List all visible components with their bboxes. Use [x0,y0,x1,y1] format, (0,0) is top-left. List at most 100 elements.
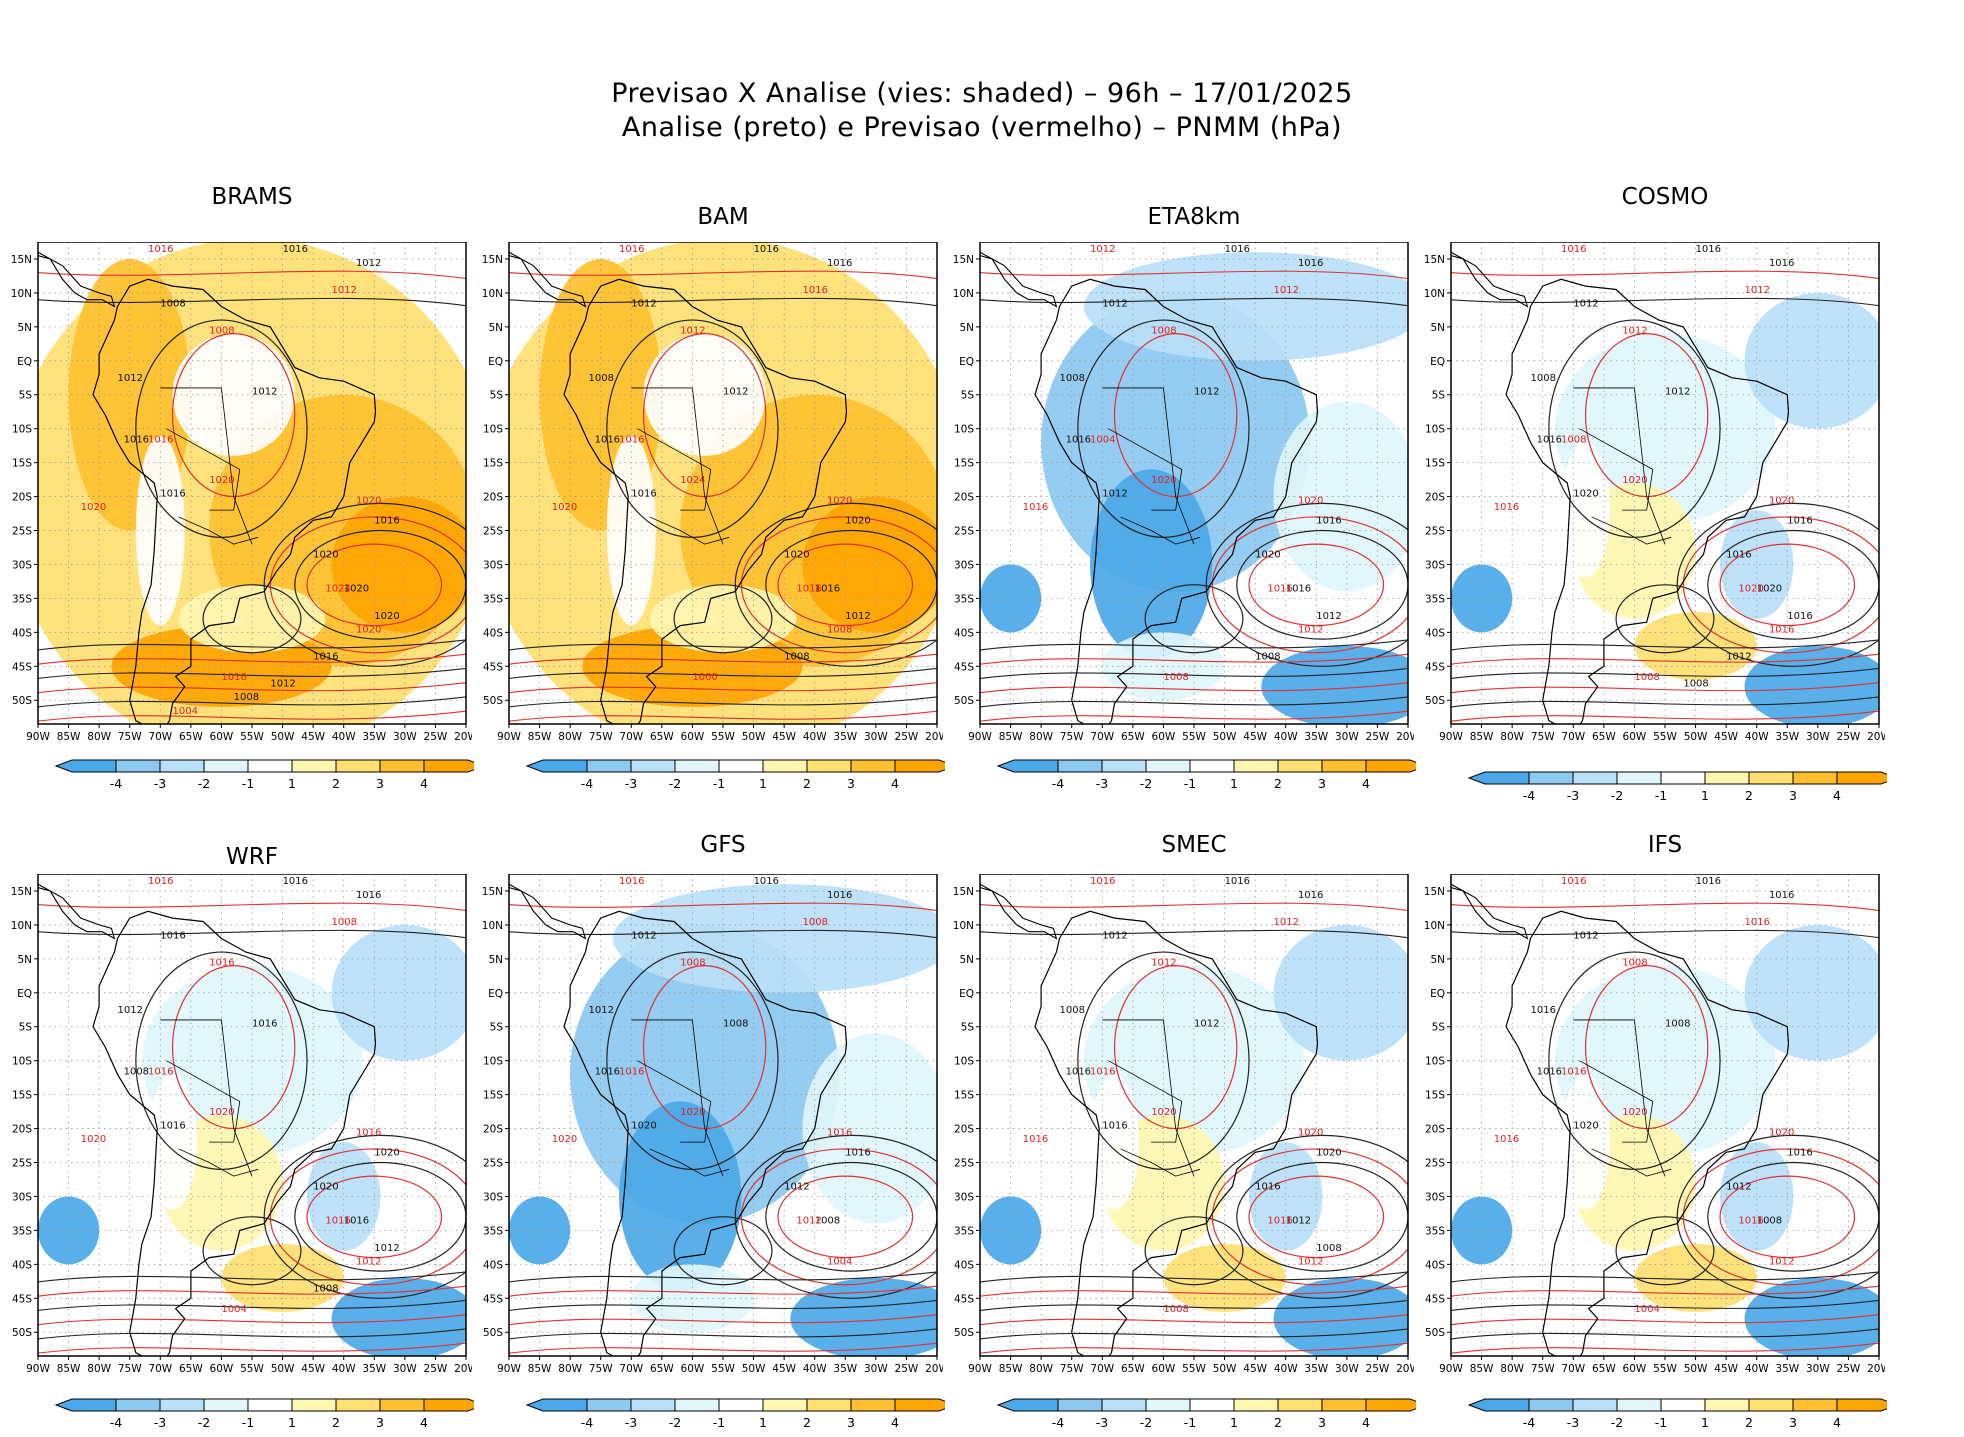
isobar-zonal [1451,1271,1879,1283]
isobar-zonal [38,639,466,651]
isobar-label-analysis: 1016 [160,930,185,941]
lon-label: 75W [118,731,142,743]
colorbar-segment [1572,1398,1618,1412]
country-border [1591,516,1672,545]
lat-label: 15S [12,458,32,470]
lon-label: 70W [1561,731,1585,743]
isobar-label-forecast: 1016 [1023,502,1048,513]
isobar-label-analysis: 1020 [374,611,399,622]
isobar-analysis [1615,1216,1715,1286]
colorbar-arrow-high [1836,1398,1887,1412]
country-border [1102,387,1195,545]
lon-label: 60W [681,731,705,743]
lon-label: 20W [454,1363,472,1375]
lat-label: 30S [954,1191,974,1203]
lon-label: 25W [1837,1363,1861,1375]
lat-label: 30S [12,559,32,571]
isobar-label-forecast: 1012 [1744,285,1769,296]
isobar-label-forecast: 1012 [1151,958,1176,969]
isobar-analysis [1144,584,1244,654]
isobar-zonal [980,667,1408,679]
lon-label: 20W [454,731,472,743]
isobar-zonal [1451,667,1879,679]
isobar-zonal [38,1342,466,1354]
bias-shading [1561,1074,1610,1211]
isobar-label-analysis: 1008 [1683,679,1708,690]
lon-label: 50W [1684,1363,1708,1375]
lon-label: 35W [833,731,857,743]
isobar-zonal [980,653,1408,665]
isobar-zonal [980,1342,1408,1354]
lon-label: 45W [1243,1363,1267,1375]
isobar-zonal [509,1342,937,1354]
lat-label: 20S [954,492,974,504]
isobar-label-forecast: 1016 [1090,876,1115,887]
isobar-label-forecast: 1016 [1561,1066,1586,1077]
isobar-label-forecast: 1020 [209,475,234,486]
isobar-label-analysis: 1016 [1225,244,1250,255]
colorbar-label: 2 [1274,1415,1282,1430]
country-border [178,1148,259,1177]
isobar-label-analysis: 1012 [1665,387,1690,398]
isobar-north [509,902,937,912]
isobar-zonal [1451,653,1879,665]
colorbar-segment [1321,759,1367,773]
lat-label: 35S [1425,593,1445,605]
isobar-label-analysis: 1020 [313,1182,338,1193]
isobar-label-analysis: 1016 [1316,516,1341,527]
colorbar-label: 3 [1318,776,1326,791]
isobar-label-analysis: 1016 [631,489,656,500]
isobar-label-forecast: 1024 [680,475,705,486]
lon-label: 60W [1623,731,1647,743]
colorbar-label: -4 [1052,1415,1065,1430]
colorbar-label: 3 [847,1415,855,1430]
isobar-label-analysis: 1012 [1316,611,1341,622]
isobar-label-forecast: 1016 [1738,1216,1763,1227]
isobar-zonal [509,667,937,679]
isobar-zonal [980,710,1408,722]
isobar-zonal [38,667,466,679]
colorbar-label: -1 [242,1415,254,1430]
isobar-label-analysis: 1012 [845,611,870,622]
isobar-label-forecast: 1016 [802,285,827,296]
isobar-label-forecast: 1016 [1561,244,1586,255]
isobar-label-analysis: 1008 [1530,373,1555,384]
lon-label: 25W [895,1363,919,1375]
bias-shading [172,333,295,456]
colorbar-segment [1528,1398,1574,1412]
isobar-label-analysis: 1008 [234,692,259,703]
isobar-label-forecast: 1020 [1738,584,1763,595]
colorbar-arrow-low [996,759,1059,773]
lon-label: 50W [271,1363,295,1375]
lon-label: 25W [1366,1363,1390,1375]
lon-label: 85W [528,1363,552,1375]
bias-shading [307,1142,381,1251]
isobar-label-forecast: 1016 [1561,876,1586,887]
isobar-zonal [38,682,466,694]
lon-label: 90W [968,731,992,743]
isobar-label-forecast: 1012 [331,285,356,296]
isobar-forecast [1719,543,1856,627]
lon-label: 35W [1304,1363,1328,1375]
lon-label: 20W [1867,1363,1885,1375]
colorbar-segment [1101,759,1147,773]
coastline-south-america [92,278,377,724]
lon-label: 30W [1335,731,1359,743]
lat-label: 15N [482,886,503,898]
isobar-north [1451,929,1879,939]
isobar-zonal [509,639,937,651]
lat-label: EQ [1430,988,1445,1000]
isobar-zonal [509,653,937,665]
isobar-zonal [1451,1342,1879,1354]
isobar-label-analysis: 1016 [1726,550,1751,561]
coastline-central-america [980,251,1058,308]
lat-label: 10N [482,288,503,300]
isobar-label-analysis: 1016 [754,244,779,255]
isobar-forecast [1682,1148,1879,1286]
colorbar-segment [1616,771,1662,785]
lon-label: 60W [1152,731,1176,743]
isobar-zonal [38,1285,466,1297]
bias-shading [1083,252,1408,361]
country-border [637,428,712,511]
coastline-central-america [509,251,587,308]
